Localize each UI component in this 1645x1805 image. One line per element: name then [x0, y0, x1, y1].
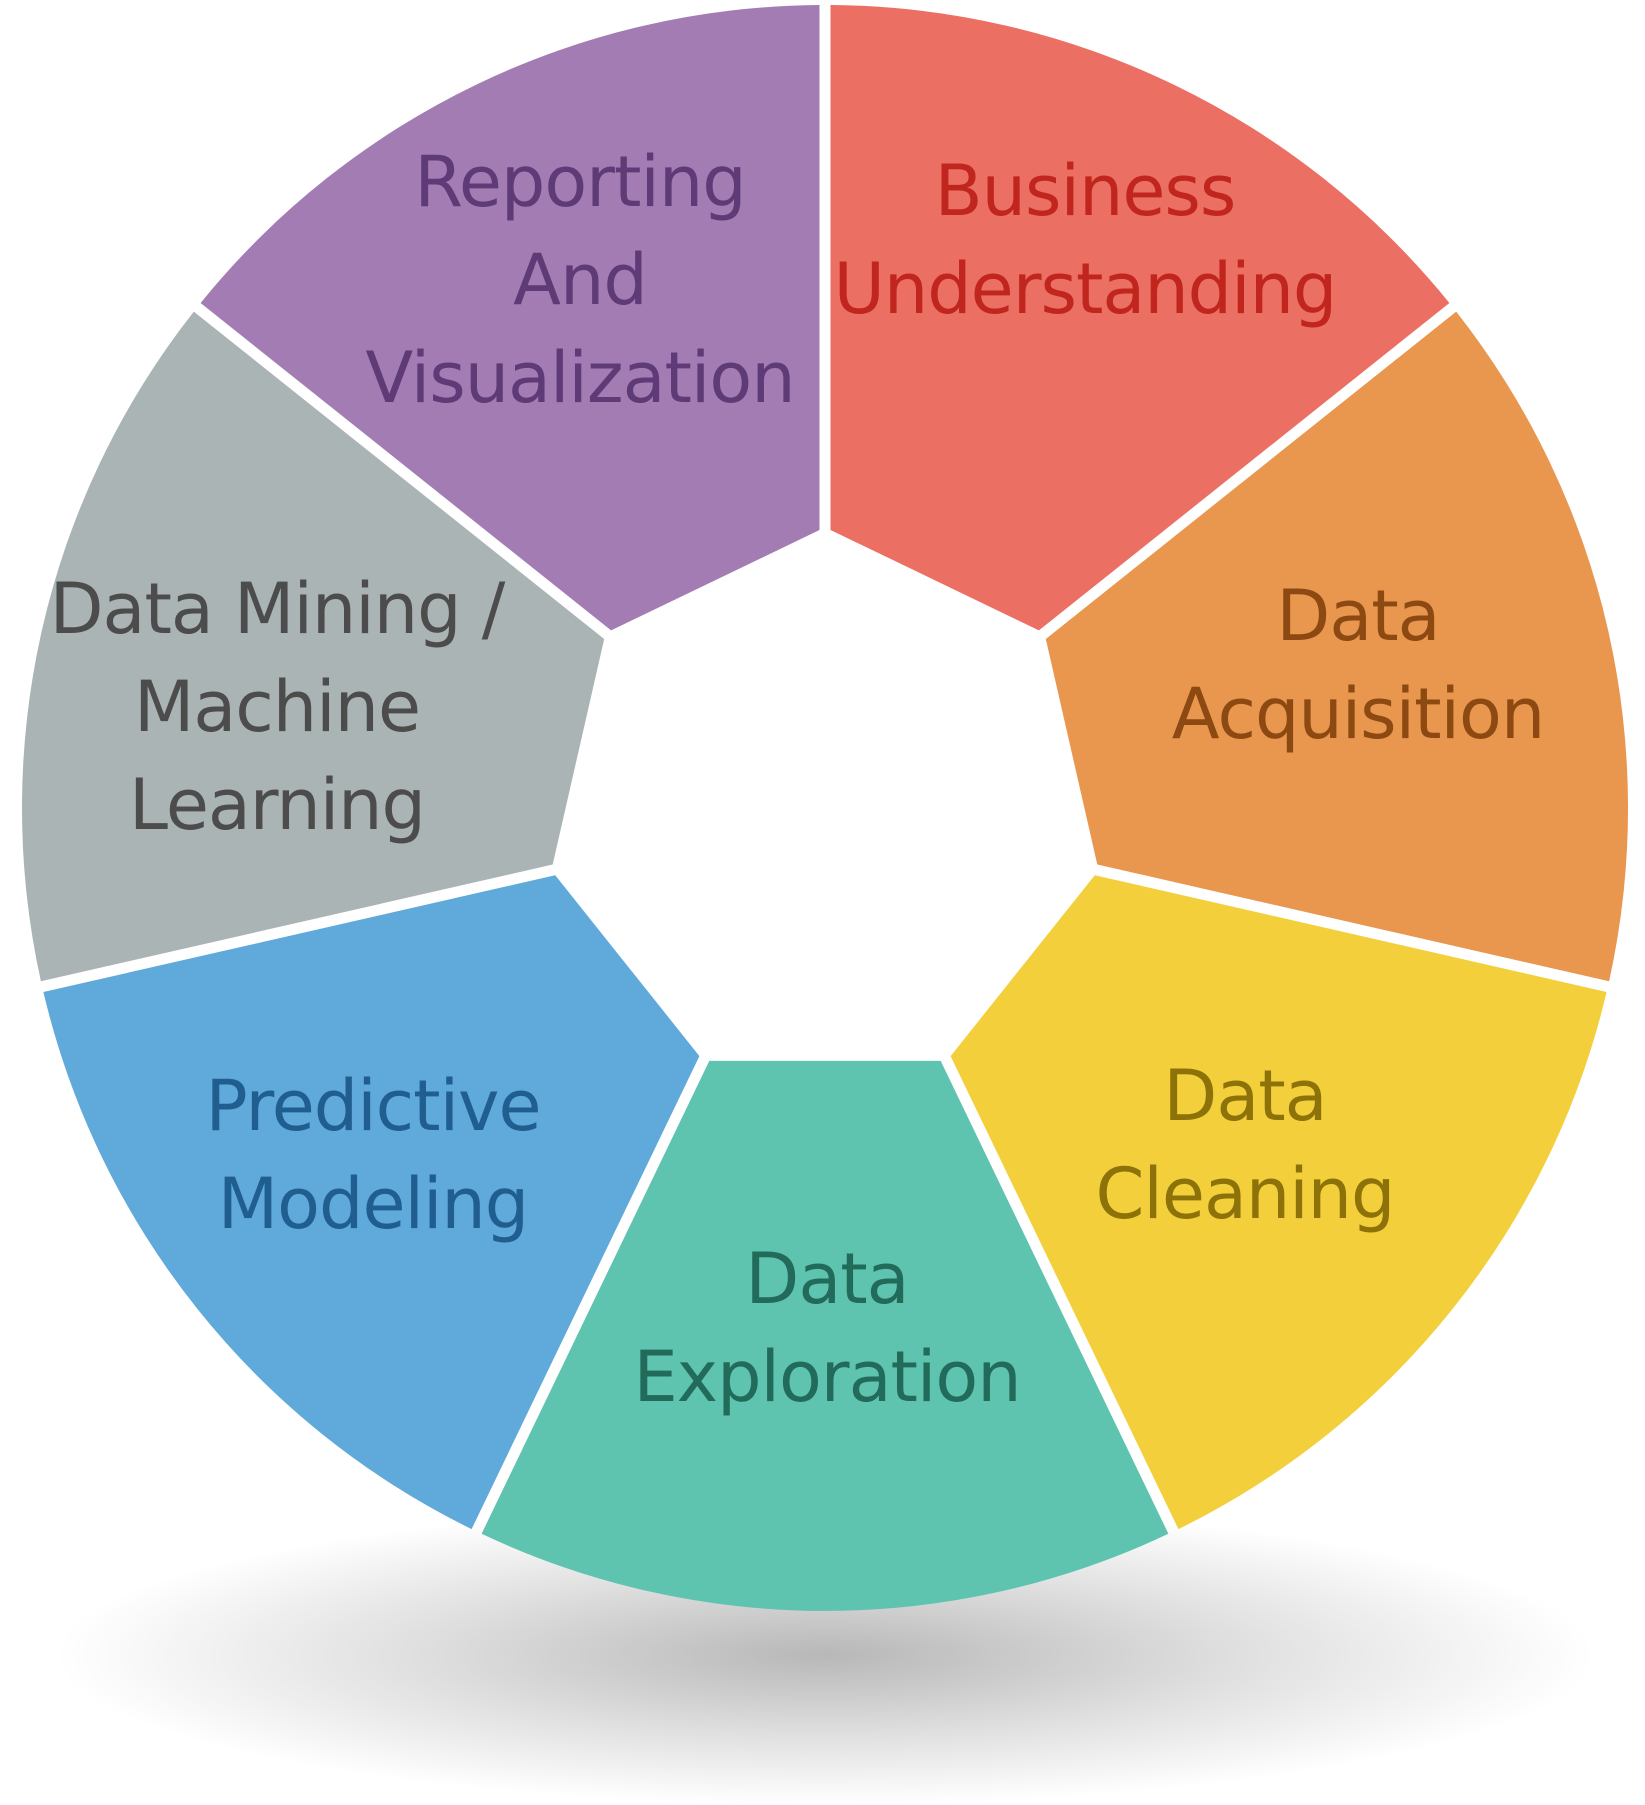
label-line: Predictive [205, 1065, 540, 1147]
segment-business-understanding [830, 5, 1450, 631]
segment-data-exploration [481, 1060, 1169, 1611]
label-line: Reporting [414, 141, 745, 223]
segment-predictive-modeling [43, 875, 700, 1530]
label-line: And [513, 239, 647, 321]
segments-layer [21, 5, 1629, 1611]
drop-shadow [55, 1505, 1595, 1805]
segment-data-mining-machine-learning [21, 311, 605, 982]
label-line: Acquisition [1172, 673, 1544, 755]
label-line: Visualization [365, 337, 794, 419]
label-data-exploration: Data Exploration [633, 1238, 1020, 1418]
label-line: Understanding [834, 248, 1337, 330]
label-business-understanding: Business Understanding [834, 150, 1337, 330]
label-line: Data [745, 1238, 908, 1320]
label-reporting-and-visualization: Reporting And Visualization [365, 141, 794, 419]
label-line: Cleaning [1096, 1153, 1395, 1235]
segment-reporting-and-visualization [200, 5, 820, 631]
label-line: Data [1163, 1055, 1326, 1137]
label-predictive-modeling: Predictive Modeling [205, 1065, 540, 1245]
label-line: Data Mining / [50, 568, 506, 650]
label-data-cleaning: Data Cleaning [1096, 1055, 1395, 1235]
label-data-mining-machine-learning: Data Mining / Machine Learning [50, 568, 506, 846]
segment-data-cleaning [950, 875, 1607, 1530]
label-line: Learning [129, 764, 425, 846]
label-line: Machine [134, 666, 420, 748]
label-line: Modeling [218, 1163, 528, 1245]
label-line: Exploration [633, 1336, 1020, 1418]
label-line: Business [935, 150, 1236, 232]
label-data-acquisition: Data Acquisition [1172, 575, 1544, 755]
label-line: Data [1276, 575, 1439, 657]
segment-data-acquisition [1045, 311, 1629, 982]
